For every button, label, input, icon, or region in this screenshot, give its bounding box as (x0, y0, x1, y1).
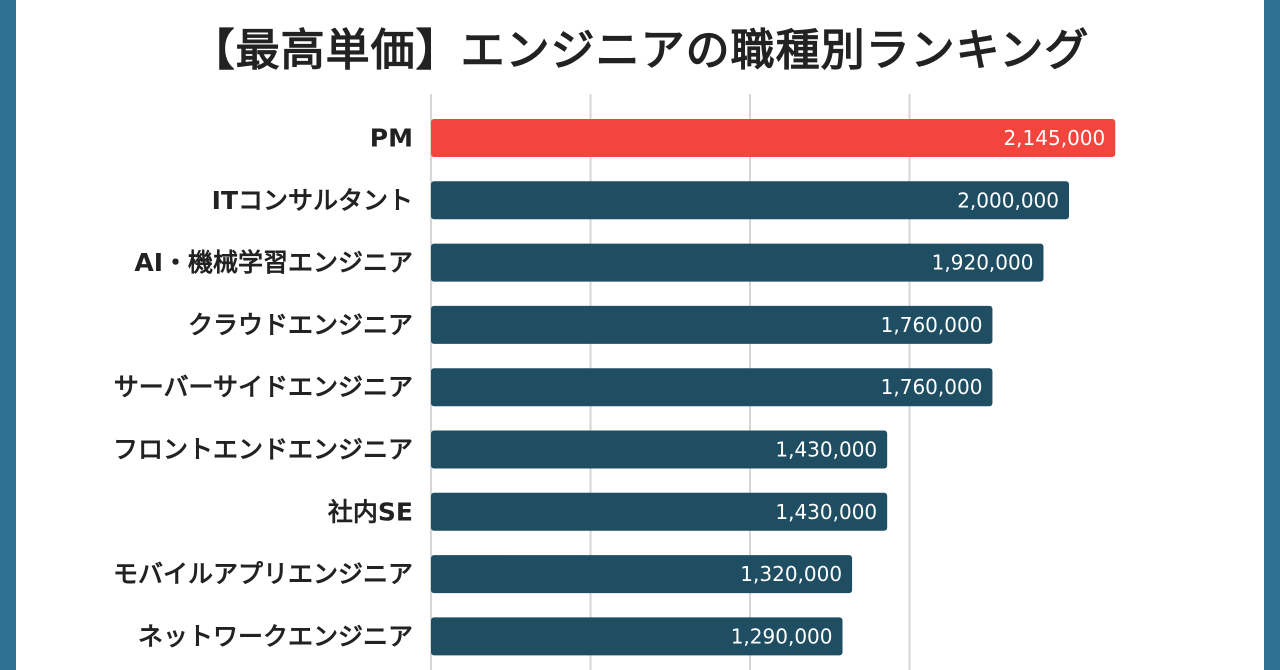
value-label-5: 1,430,000 (775, 438, 877, 462)
bar-1 (431, 181, 1069, 220)
value-label-7: 1,320,000 (740, 562, 842, 586)
category-label-0: PM (370, 124, 413, 153)
category-label-8: ネットワークエンジニア (138, 622, 413, 651)
value-label-8: 1,290,000 (731, 624, 833, 648)
value-label-1: 2,000,000 (957, 188, 1059, 212)
category-label-3: クラウドエンジニア (188, 310, 413, 339)
value-label-6: 1,430,000 (775, 500, 877, 524)
category-label-2: AI・機械学習エンジニア (134, 248, 413, 277)
value-label-4: 1,760,000 (881, 375, 983, 399)
value-label-0: 2,145,000 (1003, 126, 1105, 150)
value-label-3: 1,760,000 (881, 313, 983, 337)
bar-7 (431, 555, 853, 594)
category-label-7: モバイルアプリエンジニア (113, 560, 413, 589)
bar-4 (431, 368, 993, 407)
bar-8 (431, 617, 843, 656)
labels: PM 2,145,000 ITコンサルタント 2,000,000 AI・機械学習エンジニ… (113, 124, 1105, 651)
category-label-1: ITコンサルタント (212, 186, 413, 215)
chart-title: 【最高単価】エンジニアの職種別ランキング (190, 25, 1090, 76)
bar-3 (431, 305, 993, 344)
chart-frame: 【最高単価】エンジニアの職種別ランキング PM 2,145,000 ITコンサルタン… (16, 0, 1264, 670)
bar-0 (431, 119, 1116, 157)
bar-6 (431, 492, 888, 531)
category-label-5: フロントエンドエンジニア (113, 435, 413, 464)
bar-2 (431, 243, 1044, 282)
bar-5 (431, 430, 888, 469)
category-label-4: サーバーサイドエンジニア (114, 373, 413, 402)
bar-chart: PM 2,145,000 ITコンサルタント 2,000,000 AI・機械学習エンジニ… (113, 94, 1116, 670)
bars (431, 119, 1116, 656)
category-label-6: 社内SE (328, 497, 413, 526)
value-label-2: 1,920,000 (932, 251, 1034, 275)
